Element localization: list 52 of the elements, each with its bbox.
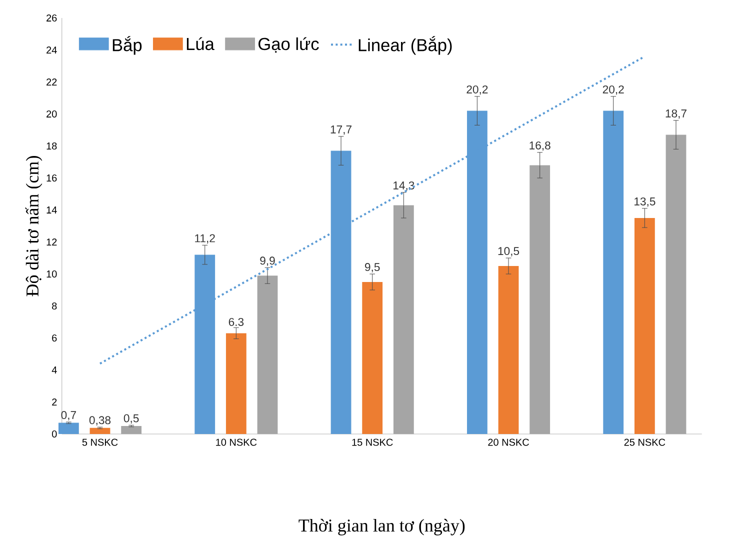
bar: [393, 205, 414, 434]
y-tick-label: 24: [46, 46, 57, 54]
y-tick-label: 14: [46, 206, 57, 214]
data-label: 20,2: [466, 85, 488, 95]
data-label: 6.3: [228, 318, 244, 326]
x-axis-title: Thời gian lan tơ (ngày): [298, 518, 465, 536]
bar: [362, 282, 383, 434]
y-tick-label: 8: [52, 302, 57, 310]
data-label: 17,7: [330, 126, 352, 135]
bar: [634, 218, 655, 434]
bar: [58, 422, 79, 434]
data-label: 14,3: [393, 181, 414, 191]
y-tick-label: 4: [52, 366, 57, 374]
bar: [666, 134, 686, 434]
data-label: 20,2: [602, 85, 624, 95]
y-tick-label: 20: [46, 110, 57, 118]
y-tick-label: 12: [46, 238, 57, 246]
data-label: 9,9: [260, 256, 275, 266]
y-tick-label: 2: [52, 398, 57, 406]
y-axis-title: Độ dài tơ nấm (cm): [25, 156, 42, 296]
x-tick-label: 5 NSKC: [82, 438, 118, 446]
x-tick-label: 25 NSKC: [624, 438, 666, 446]
y-tick-label: 10: [46, 270, 57, 278]
legend-label: Lúa: [186, 37, 214, 50]
data-label: 0,5: [124, 414, 139, 424]
data-label: 18,7: [666, 109, 686, 119]
legend-label: Gạo lức: [258, 37, 319, 53]
bar: [226, 333, 246, 434]
data-label: 11,2: [195, 234, 215, 244]
data-label: 13,5: [634, 197, 656, 207]
data-label: 10,5: [498, 247, 520, 256]
bar: [498, 266, 519, 434]
x-tick-label: 20 NSKC: [488, 438, 529, 446]
y-tick-label: 26: [46, 14, 57, 22]
legend-label: Bắp: [112, 36, 142, 55]
y-tick-label: 6: [52, 334, 57, 342]
bar: [90, 428, 110, 434]
x-tick-label: 15 NSKC: [352, 438, 393, 446]
data-label: 0,38: [89, 416, 111, 426]
bar: [603, 110, 624, 434]
bar: [257, 276, 278, 434]
data-label: 16,8: [530, 141, 550, 151]
bar: [121, 426, 142, 434]
legend-label: Linear (Bắp): [358, 36, 452, 55]
y-tick-label: 18: [46, 142, 57, 150]
data-label: 0,7: [61, 411, 76, 420]
y-tick-label: 22: [46, 78, 57, 86]
x-tick-label: 10 NSKC: [216, 438, 257, 446]
y-tick-label: 16: [46, 174, 57, 182]
y-tick-label: 0: [52, 430, 57, 438]
data-label: 9,5: [364, 263, 380, 272]
bar: [530, 165, 550, 434]
